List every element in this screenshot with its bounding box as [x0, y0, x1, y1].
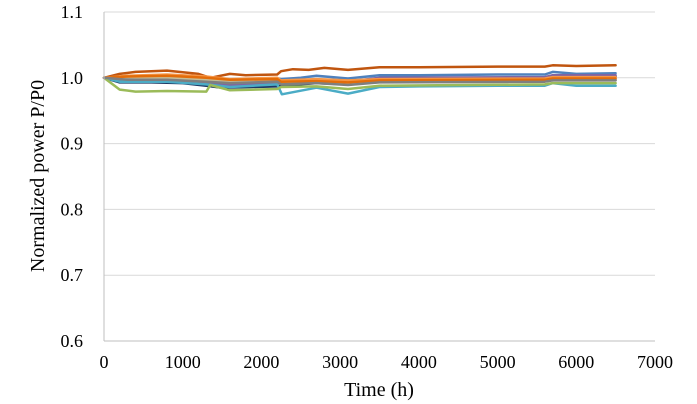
x-tick-label: 3000 [322, 352, 358, 372]
x-tick-label: 0 [100, 352, 109, 372]
series-line-6 [102, 76, 617, 93]
x-tick-label: 7000 [637, 352, 673, 372]
x-tick-labels: 0 1000 2000 3000 4000 5000 6000 7000 [100, 352, 674, 372]
axes [103, 12, 655, 342]
series-lines [102, 64, 617, 96]
grid-lines [104, 11, 655, 276]
y-tick-label: 0.7 [61, 265, 84, 285]
x-tick-label: 6000 [558, 352, 594, 372]
series-line-1 [102, 64, 617, 80]
y-tick-label: 0.6 [61, 331, 84, 351]
x-tick-label: 4000 [401, 352, 437, 372]
y-tick-label: 0.8 [61, 199, 84, 219]
x-tick-label: 2000 [243, 352, 279, 372]
x-tick-label: 1000 [165, 352, 201, 372]
y-tick-label: 1.0 [61, 68, 84, 88]
x-axis-label: Time (h) [344, 379, 414, 401]
x-tick-label: 5000 [480, 352, 516, 372]
y-tick-label: 0.9 [61, 134, 84, 154]
y-tick-labels: 0.6 0.7 0.8 0.9 1.0 1.1 [61, 2, 84, 351]
y-tick-label: 1.1 [61, 2, 84, 22]
series-line-10 [102, 76, 617, 87]
series-line-9 [102, 74, 617, 84]
y-axis-label: Normalized power P/P0 [27, 80, 49, 272]
